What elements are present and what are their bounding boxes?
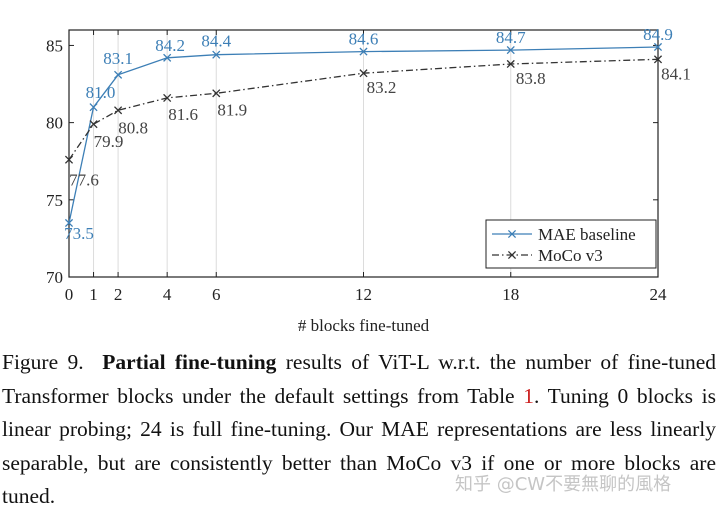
data-label: 81.9 bbox=[217, 100, 247, 119]
data-point bbox=[114, 106, 123, 115]
data-label: 84.7 bbox=[496, 28, 526, 47]
data-point bbox=[89, 120, 98, 129]
data-point bbox=[64, 155, 74, 164]
series-line bbox=[68, 46, 659, 224]
data-label: 84.1 bbox=[661, 64, 691, 83]
data-label: 84.4 bbox=[201, 32, 231, 51]
data-label: 79.9 bbox=[94, 132, 124, 151]
caption-table-ref-link[interactable]: 1 bbox=[523, 383, 534, 408]
data-point bbox=[163, 53, 172, 62]
data-point bbox=[114, 70, 123, 79]
data-point bbox=[506, 46, 515, 55]
caption-bold-title: Partial fine-tuning bbox=[102, 350, 277, 374]
y-tick-label: 85 bbox=[46, 36, 63, 55]
data-point bbox=[653, 42, 663, 52]
x-tick-label: 0 bbox=[65, 285, 74, 304]
y-tick-label: 80 bbox=[46, 114, 63, 133]
x-tick-label: 4 bbox=[163, 285, 172, 304]
data-label: 84.9 bbox=[643, 25, 673, 44]
data-label: 84.2 bbox=[155, 36, 185, 55]
y-tick-label: 75 bbox=[46, 191, 63, 210]
x-axis-label: # blocks fine-tuned bbox=[298, 316, 430, 335]
data-label: 73.5 bbox=[64, 224, 94, 243]
legend-marker bbox=[507, 250, 517, 260]
x-tick-label: 12 bbox=[355, 285, 372, 304]
data-point bbox=[359, 69, 368, 78]
y-tick-label: 70 bbox=[46, 268, 63, 287]
data-point bbox=[64, 218, 74, 228]
caption-figure-label: Figure 9. bbox=[2, 350, 84, 374]
x-tick-label: 6 bbox=[212, 285, 221, 304]
x-tick-label: 18 bbox=[502, 285, 519, 304]
caption-text-1: results of ViT-L w.r.t. the number of fi… bbox=[2, 350, 716, 408]
x-tick-label: 2 bbox=[114, 285, 123, 304]
data-label: 84.6 bbox=[349, 30, 379, 49]
data-point bbox=[359, 47, 368, 56]
legend-label: MAE baseline bbox=[538, 225, 636, 244]
series-line bbox=[68, 58, 659, 161]
legend-marker bbox=[507, 229, 517, 239]
caption-text-2: . Tuning 0 blocks is linear probing; 24 … bbox=[2, 383, 716, 509]
data-label: 81.0 bbox=[86, 83, 116, 102]
data-point bbox=[653, 55, 663, 64]
data-point bbox=[89, 103, 98, 112]
x-tick-label: 1 bbox=[89, 285, 98, 304]
data-point bbox=[212, 89, 221, 98]
data-point bbox=[506, 59, 515, 69]
data-label: 83.2 bbox=[367, 78, 397, 97]
data-point bbox=[212, 50, 221, 59]
legend-label: MoCo v3 bbox=[538, 246, 603, 265]
data-point bbox=[163, 93, 172, 102]
data-label: 83.8 bbox=[516, 69, 546, 88]
legend-box bbox=[485, 219, 657, 269]
data-label: 81.6 bbox=[168, 105, 198, 124]
data-label: 83.1 bbox=[103, 49, 133, 68]
data-label: 77.6 bbox=[69, 171, 99, 190]
watermark: 知乎 @CW不要無聊的風格 bbox=[455, 474, 672, 495]
figure-caption: Figure 9. Partial fine-tuning results of… bbox=[2, 346, 716, 514]
x-tick-label: 24 bbox=[650, 285, 668, 304]
data-label: 80.8 bbox=[118, 118, 148, 137]
